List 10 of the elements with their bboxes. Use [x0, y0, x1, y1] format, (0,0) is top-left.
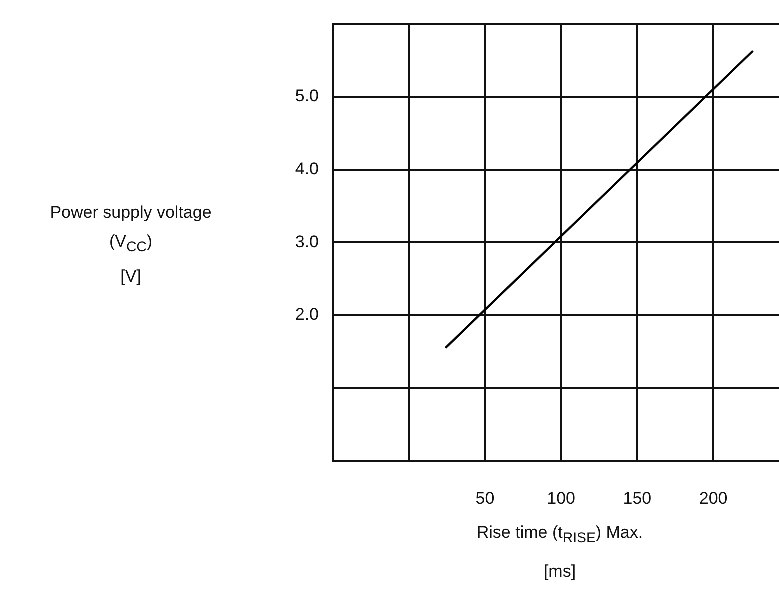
x-tick-label: 100 [547, 488, 576, 508]
x-tick-label: 50 [476, 488, 495, 508]
y-tick-label: 3.0 [295, 232, 319, 252]
x-tick-label: 200 [699, 488, 728, 508]
y-tick-label: 4.0 [295, 159, 319, 178]
y-tick-label: 5.0 [295, 86, 319, 106]
y-tick-label: 2.0 [295, 305, 319, 324]
y-axis-title: Power supply voltage (V$_{CC}$) [V] [49, 202, 213, 288]
x-tick-label: 150 [623, 488, 652, 508]
text: Rise time (t$_{RISE}$) Max. [ms] [476, 523, 644, 582]
